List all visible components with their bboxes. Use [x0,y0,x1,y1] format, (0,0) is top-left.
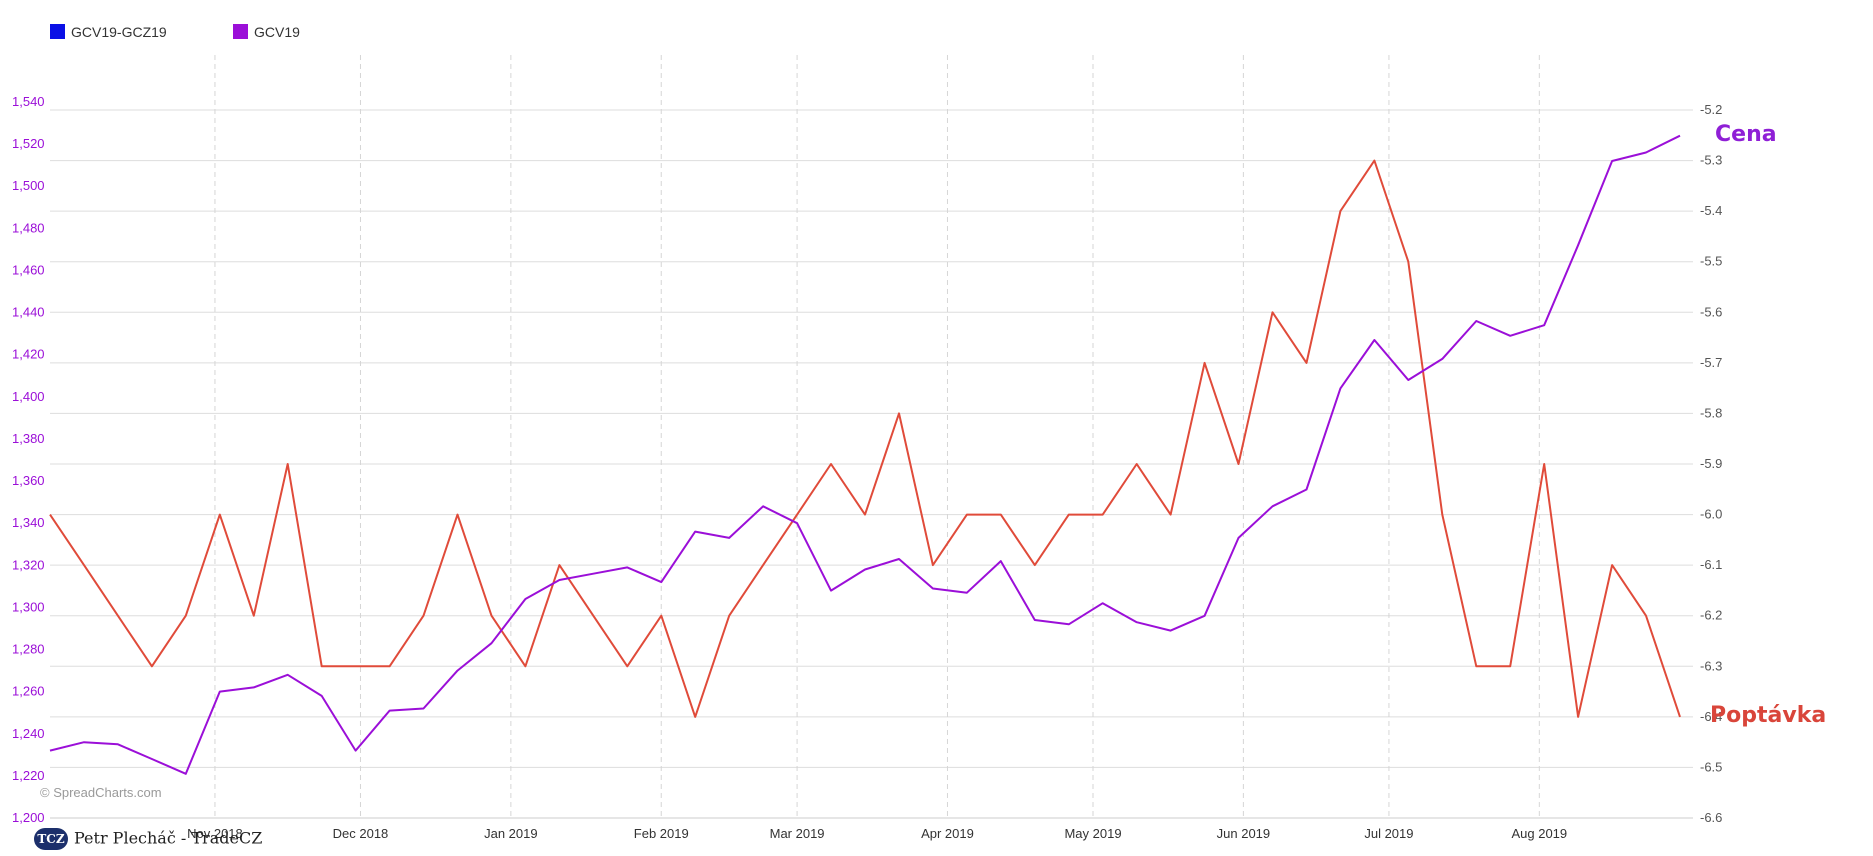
right-tick-label: -5.8 [1700,405,1722,420]
tradecz-logo: TCZ [34,828,68,850]
x-tick-label: Jun 2019 [1217,826,1271,841]
watermark: © SpreadCharts.com [40,785,162,800]
x-tick-label: Dec 2018 [333,826,389,841]
left-tick-label: 1,240 [12,726,45,741]
credit-text: Petr Plecháč - TradeCZ [74,828,263,848]
right-tick-label: -6.2 [1700,608,1722,623]
legend-item-gcv19-gcz19[interactable]: GCV19-GCZ19 [50,24,167,40]
x-tick-label: Feb 2019 [634,826,689,841]
left-tick-label: 1,380 [12,431,45,446]
right-tick-label: -6.5 [1700,759,1722,774]
left-tick-label: 1,420 [12,347,45,362]
right-tick-label: -5.9 [1700,456,1722,471]
right-tick-label: -5.3 [1700,153,1722,168]
x-tick-label: Nov 2018 [187,826,243,841]
right-tick-label: -6.6 [1700,810,1722,825]
right-tick-label: -6.4 [1700,709,1722,724]
annotation-cena: Cena [1715,122,1777,147]
x-axis: Nov 2018 Dec 2018 Jan 2019 Feb 2019 Mar 2019… [187,826,1567,841]
left-tick-label: 1,520 [12,136,45,151]
left-tick-label: 1,260 [12,684,45,699]
x-tick-label: Jul 2019 [1364,826,1413,841]
left-axis: 1,200 1,220 1,240 1,260 1,280 1,300 1,320 1,340… [12,94,45,825]
series-line-gcv19-gcz19 [49,159,1681,718]
series-line-gcv19 [49,134,1681,775]
left-tick-label: 1,200 [12,810,45,825]
right-tick-label: -5.4 [1700,203,1722,218]
left-tick-label: 1,280 [12,642,45,657]
legend-item-gcv19[interactable]: GCV19 [233,24,300,40]
left-tick-label: 1,400 [12,389,45,404]
x-tick-label: Aug 2019 [1511,826,1567,841]
right-tick-label: -5.2 [1700,102,1722,117]
plot-area [49,134,1681,775]
left-tick-label: 1,460 [12,262,45,277]
left-tick-label: 1,500 [12,178,45,193]
right-axis: -6.6 -6.5 -6.4 -6.3 -6.2 -6.1 -6.0 -5.9 -5.8 -5.7… [1700,102,1722,825]
left-tick-label: 1,360 [12,473,45,488]
right-tick-label: -5.7 [1700,355,1722,370]
legend-label: GCV19-GCZ19 [71,24,167,40]
grid [50,55,1693,819]
left-tick-label: 1,440 [12,305,45,320]
left-tick-label: 1,480 [12,220,45,235]
right-tick-label: -5.6 [1700,304,1722,319]
x-tick-label: Apr 2019 [921,826,974,841]
x-tick-label: Mar 2019 [770,826,825,841]
left-tick-label: 1,340 [12,515,45,530]
x-tick-label: May 2019 [1064,826,1121,841]
right-tick-label: -5.5 [1700,254,1722,269]
left-tick-label: 1,320 [12,557,45,572]
left-tick-label: 1,300 [12,599,45,614]
x-tick-label: Jan 2019 [484,826,538,841]
right-tick-label: -6.1 [1700,557,1722,572]
credit: TCZ Petr Plecháč - TradeCZ [34,828,262,850]
legend-label: GCV19 [254,24,300,40]
left-tick-label: 1,540 [12,94,45,109]
legend-swatch-gcv19 [233,24,248,39]
legend-swatch-gcv19-gcz19 [50,24,65,39]
left-tick-label: 1,220 [12,768,45,783]
right-tick-label: -6.0 [1700,507,1722,522]
right-tick-label: -6.3 [1700,658,1722,673]
annotation-poptavka: Poptávka [1710,703,1827,728]
